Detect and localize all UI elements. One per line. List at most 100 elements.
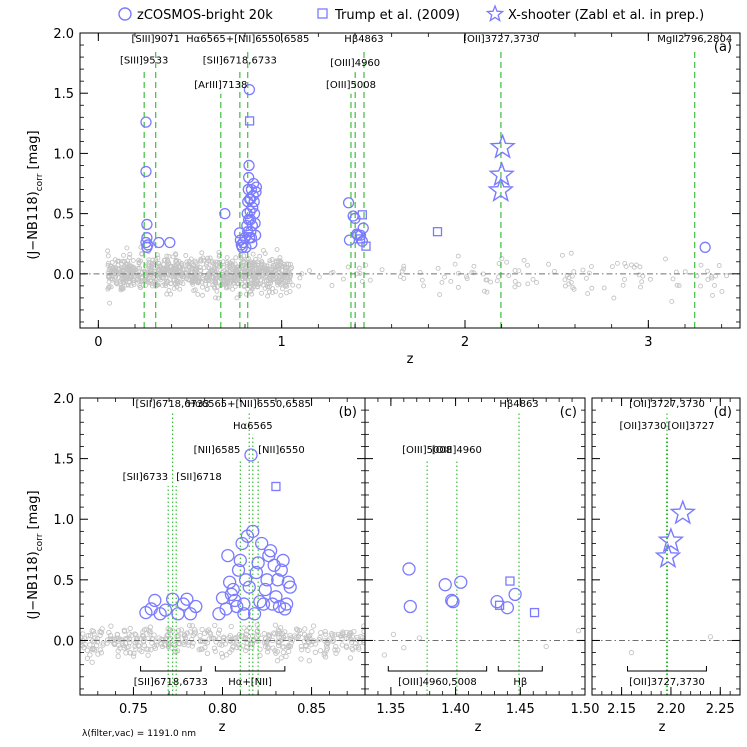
zcosmos-point (403, 599, 417, 614)
background-point (243, 291, 249, 297)
background-point (269, 257, 275, 262)
background-point (288, 640, 294, 646)
background-point (279, 631, 286, 637)
background-point (164, 253, 170, 259)
background-point (106, 279, 112, 285)
xshooter-point (657, 526, 685, 553)
background-point (707, 634, 714, 640)
background-point (105, 248, 111, 254)
zcosmos-point (153, 236, 165, 249)
background-point (240, 633, 246, 639)
background-point (147, 624, 154, 630)
legend-label-zcosmos: zCOSMOS-bright 20k (137, 8, 273, 23)
background-point (705, 277, 711, 282)
background-point (317, 634, 323, 641)
emission-line-label: [OIII]5008 (326, 80, 376, 91)
background-point (267, 260, 273, 266)
legend-star-marker (485, 4, 505, 22)
background-point (82, 641, 88, 648)
background-point (174, 633, 180, 640)
background-point (216, 627, 223, 633)
trump-point (494, 600, 505, 610)
x-axis-title-c: z (475, 720, 482, 735)
background-point (670, 276, 676, 282)
background-point (562, 277, 568, 283)
background-point (241, 625, 247, 631)
zcosmos-point (357, 222, 369, 234)
background-point (287, 288, 293, 294)
background-point (566, 281, 572, 287)
background-point (488, 279, 494, 285)
zcosmos-point (276, 553, 290, 568)
y-tick-label: 2.0 (53, 27, 74, 42)
background-point (494, 278, 500, 284)
background-point (183, 270, 189, 276)
background-point (180, 639, 186, 646)
xshooter-point (669, 499, 697, 525)
background-point (115, 258, 121, 264)
plot-area-a (80, 48, 740, 328)
background-point (131, 280, 137, 286)
background-point (401, 263, 407, 269)
background-point (273, 650, 279, 656)
background-point (261, 631, 267, 637)
panel-tag: (b) (339, 405, 357, 420)
emission-line-label: [OII]3727,3730 (629, 399, 705, 410)
x-tick-label: 0.80 (208, 702, 237, 717)
background-point (223, 652, 230, 658)
background-point (221, 638, 227, 644)
background-point (141, 627, 147, 633)
background-point (306, 268, 312, 274)
background-sources (80, 622, 365, 665)
background-point (185, 277, 191, 283)
panel-d: [OII]3727,3730 [OII]3730 [OII]3727 [OII]372… (591, 397, 741, 717)
background-point (471, 263, 477, 269)
background-point (155, 255, 161, 261)
background-point (220, 259, 226, 265)
background-point (347, 655, 354, 661)
background-point (249, 291, 255, 297)
background-point (271, 630, 277, 636)
zcosmos-point (343, 234, 356, 246)
background-point (496, 274, 502, 280)
background-point (628, 649, 635, 656)
background-point (127, 251, 133, 257)
background-point (209, 260, 215, 266)
background-point (232, 635, 238, 641)
background-point (115, 653, 121, 659)
background-point (588, 264, 594, 269)
background-point (192, 272, 198, 278)
background-point (186, 622, 193, 629)
background-point (281, 262, 287, 268)
background-point (168, 280, 174, 286)
background-point (290, 282, 296, 288)
background-point (186, 258, 192, 264)
background-point (252, 274, 258, 280)
bracket-label: Hβ (513, 677, 527, 688)
background-point (229, 274, 235, 280)
emission-line-label: MgII2796,2804 (657, 34, 732, 45)
background-point (137, 265, 143, 271)
background-point (145, 646, 151, 652)
zcosmos-point (242, 580, 256, 594)
x-axis-title-d: z (659, 720, 666, 735)
background-point (128, 283, 134, 289)
background-point (234, 634, 240, 640)
background-point (324, 645, 331, 651)
background-point (124, 245, 130, 251)
background-point (265, 644, 271, 650)
zcosmos-point (247, 607, 262, 621)
background-point (136, 643, 142, 649)
background-point (137, 647, 143, 653)
background-point (160, 283, 166, 288)
background-point (104, 637, 111, 643)
zcosmos-point (438, 578, 452, 592)
panel-tag: (c) (560, 405, 577, 420)
background-point (234, 281, 240, 287)
bracket-label: [SII]6718,6733 (134, 677, 208, 688)
zcosmos-point (454, 575, 468, 589)
background-point (583, 275, 589, 281)
background-point (698, 283, 703, 289)
background-point (293, 626, 300, 632)
background-point (442, 274, 447, 280)
